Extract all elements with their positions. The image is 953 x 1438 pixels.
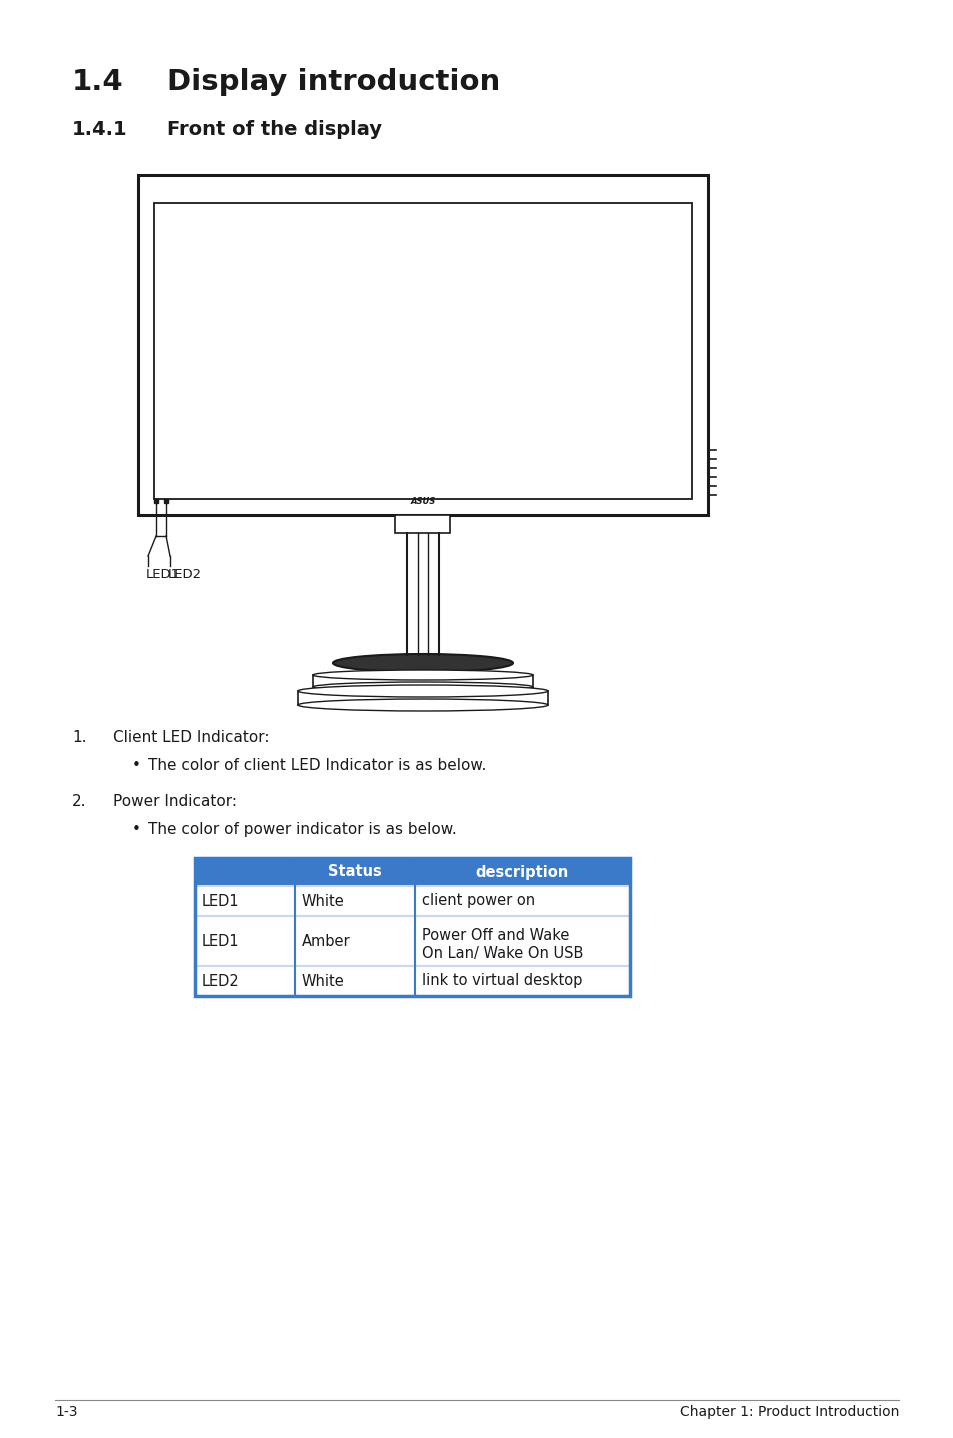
- Bar: [194, 966, 629, 997]
- Text: LED2: LED2: [202, 974, 239, 988]
- Bar: [395, 515, 450, 533]
- Text: LED1: LED1: [202, 893, 239, 909]
- Text: 2.: 2.: [71, 794, 87, 810]
- Ellipse shape: [297, 684, 547, 697]
- Bar: [153, 203, 691, 499]
- Text: Power Off and Wake: Power Off and Wake: [421, 928, 569, 943]
- Text: Display introduction: Display introduction: [167, 68, 499, 96]
- Text: The color of client LED Indicator is as below.: The color of client LED Indicator is as …: [148, 758, 486, 774]
- Ellipse shape: [333, 654, 513, 672]
- Bar: [138, 175, 707, 515]
- Text: description: description: [476, 864, 569, 880]
- Text: Power Indicator:: Power Indicator:: [112, 794, 236, 810]
- Bar: [194, 886, 629, 916]
- Text: Amber: Amber: [302, 933, 351, 949]
- Ellipse shape: [313, 670, 533, 680]
- Ellipse shape: [313, 682, 533, 692]
- Text: Status: Status: [328, 864, 381, 880]
- Text: Client LED Indicator:: Client LED Indicator:: [112, 731, 269, 745]
- Bar: [313, 674, 533, 687]
- Text: On Lan/ Wake On USB: On Lan/ Wake On USB: [421, 946, 583, 961]
- Text: LED1: LED1: [202, 933, 239, 949]
- Text: White: White: [302, 893, 344, 909]
- Text: The color of power indicator is as below.: The color of power indicator is as below…: [148, 823, 456, 837]
- Bar: [194, 858, 629, 886]
- Text: LED1: LED1: [146, 568, 180, 581]
- Text: •: •: [132, 758, 141, 774]
- Text: Front of the display: Front of the display: [167, 119, 381, 139]
- Text: link to virtual desktop: link to virtual desktop: [421, 974, 581, 988]
- Text: 1.4.1: 1.4.1: [71, 119, 128, 139]
- Text: Chapter 1: Product Introduction: Chapter 1: Product Introduction: [679, 1405, 898, 1419]
- Ellipse shape: [297, 699, 547, 710]
- Bar: [297, 692, 547, 705]
- Text: LED2: LED2: [168, 568, 202, 581]
- Text: White: White: [302, 974, 344, 988]
- Text: ASUS: ASUS: [410, 496, 436, 506]
- Text: 1.4: 1.4: [71, 68, 124, 96]
- Bar: [194, 916, 629, 966]
- Text: client power on: client power on: [421, 893, 535, 909]
- Text: 1-3: 1-3: [55, 1405, 77, 1419]
- Bar: [194, 858, 629, 997]
- Text: •: •: [132, 823, 141, 837]
- Text: 1.: 1.: [71, 731, 87, 745]
